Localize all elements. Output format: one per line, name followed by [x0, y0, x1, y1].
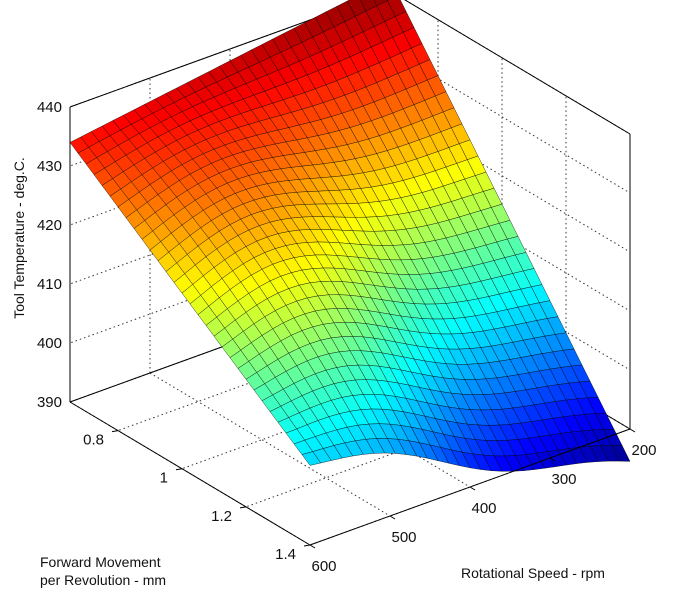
- y-tick-mark: [303, 544, 311, 547]
- x-tick-label: 400: [471, 500, 496, 517]
- grid-line: [69, 226, 391, 344]
- x-tick-mark: [549, 457, 556, 462]
- grid-line: [181, 352, 503, 470]
- y-tick-mark: [239, 506, 247, 509]
- grid-line: [389, 108, 631, 253]
- y-tick-mark: [111, 430, 119, 433]
- x-tick-label: 300: [551, 471, 576, 488]
- x-tick-label: 600: [311, 558, 336, 575]
- y-axis-label-line-1: Forward Movement: [40, 554, 161, 570]
- grid-line: [245, 390, 567, 508]
- y-tick-label: 1.2: [211, 508, 232, 525]
- z-tick-label: 410: [37, 276, 62, 293]
- x-tick-label: 500: [391, 529, 416, 546]
- grid-line: [117, 314, 439, 432]
- x-axis-label: Rotational Speed - rpm: [461, 565, 605, 581]
- x-tick-mark: [469, 486, 476, 491]
- z-tick-label: 400: [37, 335, 62, 352]
- y-tick-label: 1: [160, 470, 168, 487]
- z-tick-label: 440: [37, 99, 62, 116]
- y-tick-label: 0.8: [83, 432, 104, 449]
- grid-line: [389, 49, 631, 194]
- x-tick-mark: [629, 428, 636, 433]
- grid-line: [149, 372, 391, 517]
- axes-box-front: [69, 401, 636, 549]
- x-tick-label: 200: [631, 442, 656, 459]
- y-axis-label-line-2: per Revolution - mm: [40, 572, 166, 588]
- surface-cell: [301, 451, 322, 466]
- y-tick-mark: [175, 468, 183, 471]
- z-axis-label: Tool Temperature - deg.C.: [11, 157, 27, 319]
- x-tick-mark: [389, 515, 396, 520]
- z-tick-label: 430: [37, 158, 62, 175]
- surface-mesh: [69, 0, 631, 472]
- grid-line: [69, 167, 391, 285]
- tick-labels: 200 300 400 500 600 0.8 1 1.2 1.4 390 400 410 420 430…: [37, 99, 657, 575]
- y-tick-label: 1.4: [275, 546, 296, 563]
- axis-edge: [69, 401, 311, 546]
- z-tick-label: 390: [37, 394, 62, 411]
- axis-edge: [404, 0, 631, 135]
- x-tick-mark: [309, 544, 316, 549]
- z-tick-label: 420: [37, 217, 62, 234]
